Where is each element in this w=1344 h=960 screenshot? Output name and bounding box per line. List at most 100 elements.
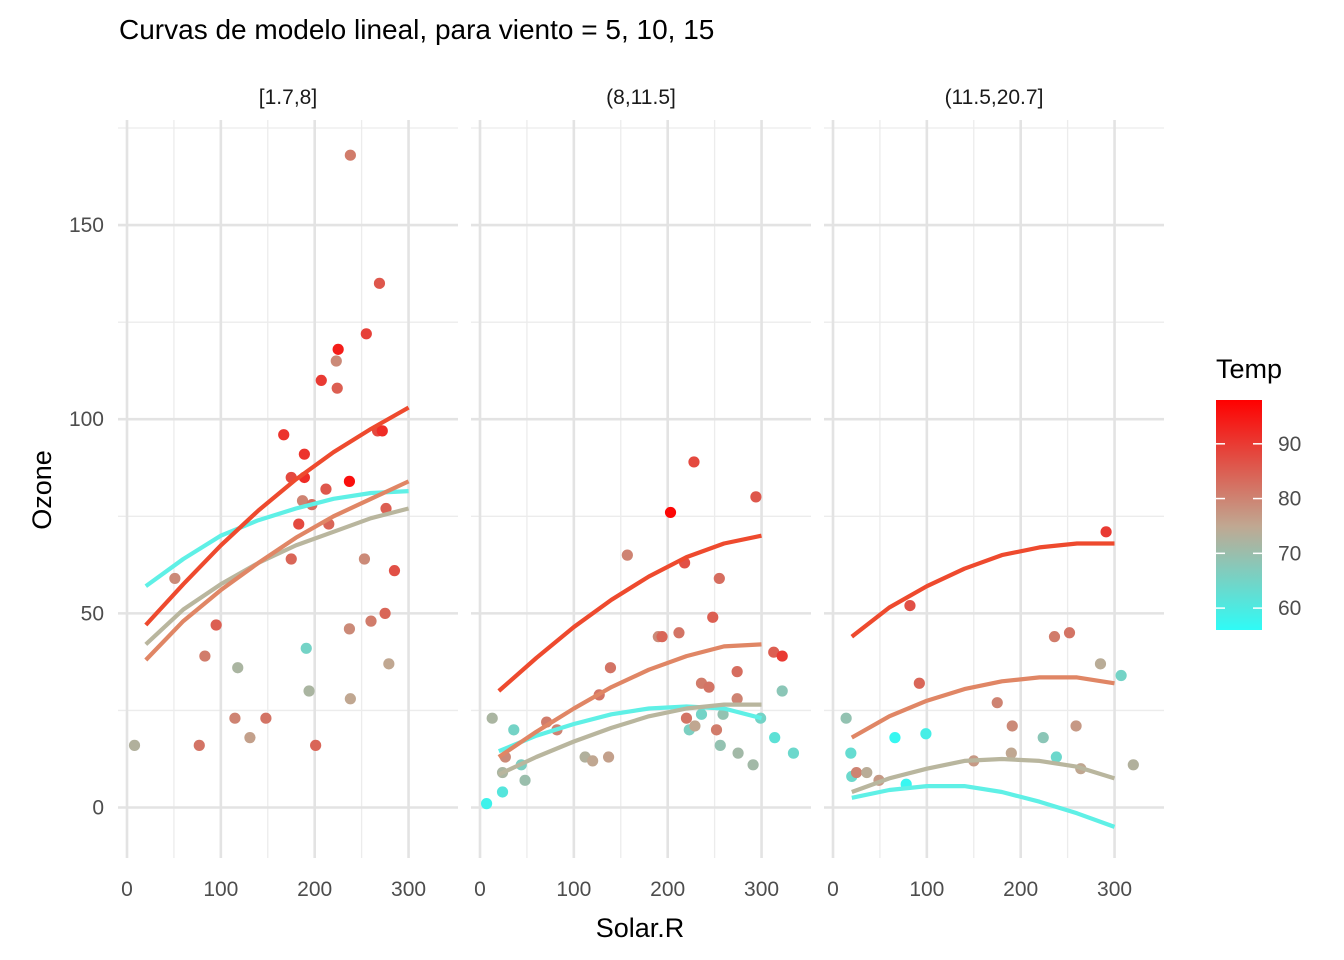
data-point	[229, 712, 241, 724]
data-point	[1037, 732, 1049, 744]
data-point	[260, 712, 272, 724]
x-tick-label: 100	[203, 878, 238, 901]
data-point	[310, 739, 322, 751]
data-point	[602, 751, 615, 763]
y-axis-title: Ozone	[27, 450, 57, 530]
data-point	[343, 475, 356, 487]
data-point	[360, 328, 372, 340]
data-point	[496, 786, 509, 798]
data-point	[330, 355, 342, 367]
data-point	[296, 495, 309, 507]
data-point	[776, 650, 788, 662]
y-tick-label: 50	[81, 602, 104, 625]
x-tick-label: 0	[121, 878, 133, 901]
y-axis: 0 50 100 150	[69, 214, 104, 819]
data-point	[1063, 627, 1076, 639]
y-tick-label: 100	[69, 408, 104, 431]
data-point	[604, 662, 617, 674]
model-curve	[144, 489, 409, 588]
data-point	[1094, 658, 1107, 670]
model-curve	[850, 541, 1115, 639]
data-point	[587, 755, 599, 767]
data-point	[747, 759, 759, 771]
data-point	[991, 697, 1003, 709]
y-tick-label: 0	[92, 797, 104, 820]
data-point	[717, 708, 729, 720]
data-point	[656, 631, 668, 643]
facet-panels: [1.7,8] 0 100 200 300 (8,11.5] 0 100 200 300 (11.5…	[118, 86, 1164, 901]
model-curve	[497, 702, 762, 777]
model-curve	[497, 533, 762, 693]
x-tick-label: 300	[391, 878, 426, 901]
data-point	[300, 642, 312, 654]
legend-tick-label: 60	[1278, 597, 1301, 620]
data-point	[710, 724, 723, 736]
model-curve	[497, 642, 762, 759]
facet-strip-label: [1.7,8]	[259, 86, 317, 109]
data-point	[169, 572, 181, 585]
data-point	[913, 677, 925, 689]
data-point	[731, 693, 743, 705]
x-tick-label: 0	[827, 878, 839, 901]
data-point	[664, 506, 677, 519]
data-point	[707, 611, 719, 623]
data-point	[1127, 759, 1139, 771]
data-point	[840, 712, 852, 724]
data-point	[373, 277, 386, 289]
data-point	[1005, 747, 1017, 759]
legend-tick-label: 70	[1278, 542, 1301, 565]
data-point	[845, 747, 857, 759]
data-point	[920, 728, 932, 740]
data-point	[776, 685, 788, 697]
facet-strip-label: (11.5,20.7]	[945, 86, 1044, 109]
data-point	[315, 374, 327, 387]
x-tick-label: 100	[556, 878, 591, 901]
model-curve	[851, 756, 1116, 794]
data-point	[689, 720, 701, 732]
data-point	[1115, 669, 1127, 682]
data-point	[673, 627, 685, 639]
x-tick-label: 200	[1003, 878, 1038, 901]
facet-panel: [1.7,8] 0 100 200 300	[118, 86, 458, 901]
chart-title: Curvas de modelo lineal, para viento = 5…	[119, 14, 715, 45]
legend-colorbar	[1216, 400, 1262, 630]
x-tick-label: 300	[1097, 878, 1132, 901]
data-point	[732, 747, 744, 759]
data-point	[376, 425, 388, 437]
facet-panel: (8,11.5] 0 100 200 300	[471, 86, 811, 901]
data-point	[688, 456, 700, 468]
data-point	[768, 646, 780, 658]
model-curve	[497, 704, 763, 754]
data-point	[1048, 631, 1061, 643]
facet-panel: (11.5,20.7] 0 100 200 300	[824, 86, 1164, 901]
data-point	[379, 607, 391, 619]
data-point	[293, 518, 305, 530]
data-point	[787, 747, 800, 759]
data-point	[519, 774, 531, 786]
data-point	[278, 429, 290, 441]
data-point	[343, 623, 356, 635]
data-point	[680, 712, 693, 724]
data-point	[128, 739, 141, 751]
data-point	[358, 553, 371, 565]
data-point	[703, 681, 715, 693]
model-curve	[144, 506, 410, 646]
data-point	[285, 553, 297, 565]
data-point	[1050, 751, 1062, 763]
data-point	[193, 739, 205, 751]
data-point	[331, 382, 343, 394]
x-tick-label: 200	[297, 878, 332, 901]
data-point	[750, 491, 762, 503]
data-point	[388, 565, 401, 577]
data-point	[731, 666, 743, 678]
model-curve	[144, 405, 410, 627]
x-tick-label: 0	[474, 878, 486, 901]
data-point	[199, 650, 211, 662]
legend-tick-label: 90	[1278, 433, 1301, 456]
model-curve	[850, 675, 1115, 740]
model-curve	[144, 479, 410, 662]
facet-strip-label: (8,11.5]	[606, 86, 676, 109]
x-tick-label: 300	[744, 878, 779, 901]
data-point	[332, 343, 344, 355]
